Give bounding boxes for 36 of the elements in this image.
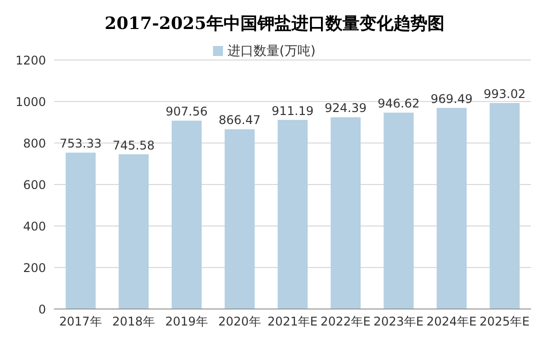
bar: [436, 108, 467, 309]
y-tick-label: 400: [23, 219, 46, 234]
data-label: 745.58: [112, 138, 155, 152]
x-tick-label: 2018年: [112, 314, 155, 329]
data-label: 993.02: [484, 86, 526, 101]
y-tick-label: 200: [23, 260, 46, 275]
x-tick-label: 2017年: [59, 314, 102, 329]
bar: [66, 152, 96, 309]
y-tick-label: 1000: [15, 94, 46, 109]
y-tick-label: 800: [23, 136, 46, 150]
bar: [278, 120, 308, 309]
bar: [172, 120, 202, 309]
x-tick-label: 2024年E: [426, 314, 477, 329]
y-tick-label: 1200: [15, 53, 46, 68]
x-tick-label: 2021年E: [267, 314, 318, 329]
bar: [330, 117, 361, 309]
y-tick-label: 0: [38, 302, 46, 316]
data-label: 911.19: [272, 104, 314, 118]
data-label: 753.33: [60, 136, 102, 151]
bar: [224, 129, 255, 309]
data-label: 866.47: [218, 113, 261, 128]
bar: [384, 112, 414, 309]
y-tick-label: 600: [23, 178, 46, 192]
x-tick-label: 2019年: [165, 314, 208, 329]
bar: [118, 154, 149, 309]
bar: [490, 102, 520, 309]
chart-title: 2017-2025年中国钾盐进口数量变化趋势图: [104, 13, 446, 36]
data-label: 969.49: [430, 92, 473, 106]
x-tick-label: 2023年E: [373, 314, 424, 329]
data-label: 924.39: [324, 101, 367, 116]
data-label: 946.62: [378, 96, 420, 111]
x-tick-label: 2025年E: [479, 314, 530, 329]
x-tick-label: 2020年: [218, 314, 261, 329]
legend-label: 进口数量(万吨): [227, 44, 316, 59]
data-label: 907.56: [166, 104, 208, 119]
x-tick-label: 2022年E: [320, 314, 371, 329]
